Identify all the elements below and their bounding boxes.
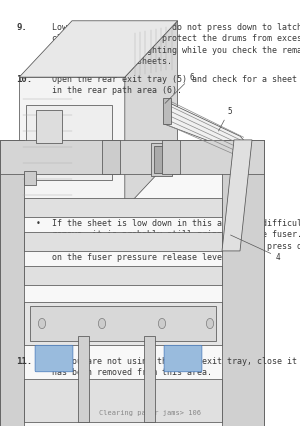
Text: 11.: 11. bbox=[16, 356, 33, 365]
Polygon shape bbox=[36, 111, 62, 144]
Text: •: • bbox=[36, 203, 41, 212]
Text: Open the rear exit tray (5) and check for a sheet of paper
in the rear path area: Open the rear exit tray (5) and check fo… bbox=[52, 75, 300, 95]
Text: 10.: 10. bbox=[16, 75, 33, 83]
Polygon shape bbox=[0, 141, 24, 426]
Text: 4: 4 bbox=[230, 236, 280, 262]
Text: If the sheet is low down in this area and difficult to
remove, it is probably st: If the sheet is low down in this area an… bbox=[52, 218, 300, 262]
Polygon shape bbox=[151, 144, 172, 176]
Polygon shape bbox=[102, 141, 120, 175]
Text: 5: 5 bbox=[218, 106, 232, 132]
FancyBboxPatch shape bbox=[164, 345, 202, 372]
Polygon shape bbox=[164, 101, 244, 155]
Polygon shape bbox=[144, 337, 155, 422]
Polygon shape bbox=[24, 233, 222, 251]
Text: 6: 6 bbox=[165, 73, 194, 104]
Text: Clearing paper jams> 106: Clearing paper jams> 106 bbox=[99, 409, 201, 415]
Polygon shape bbox=[222, 141, 264, 426]
Polygon shape bbox=[24, 199, 222, 217]
Polygon shape bbox=[26, 106, 112, 181]
Polygon shape bbox=[222, 141, 252, 251]
Circle shape bbox=[98, 319, 106, 329]
Text: •: • bbox=[36, 218, 41, 227]
Polygon shape bbox=[24, 379, 222, 422]
Text: Lower the top cover but do not press down to latch it
closed yet. This will prot: Lower the top cover but do not press dow… bbox=[52, 23, 300, 66]
Polygon shape bbox=[163, 98, 171, 125]
Text: 9.: 9. bbox=[16, 23, 27, 32]
Polygon shape bbox=[0, 141, 264, 175]
Polygon shape bbox=[154, 147, 170, 173]
Polygon shape bbox=[125, 22, 178, 209]
Text: If you are not using the rear exit tray, close it once paper
has been removed fr: If you are not using the rear exit tray,… bbox=[52, 356, 300, 376]
Circle shape bbox=[206, 319, 214, 329]
Circle shape bbox=[158, 319, 166, 329]
Polygon shape bbox=[78, 337, 89, 422]
Polygon shape bbox=[30, 307, 216, 341]
Polygon shape bbox=[25, 172, 36, 186]
Polygon shape bbox=[19, 22, 178, 78]
Text: Pull out any sheets found in this area.: Pull out any sheets found in this area. bbox=[52, 203, 247, 212]
Circle shape bbox=[38, 319, 46, 329]
FancyBboxPatch shape bbox=[35, 345, 73, 372]
Polygon shape bbox=[24, 267, 222, 285]
Polygon shape bbox=[0, 141, 264, 426]
Polygon shape bbox=[162, 141, 180, 175]
Polygon shape bbox=[19, 78, 125, 209]
Polygon shape bbox=[24, 302, 222, 345]
